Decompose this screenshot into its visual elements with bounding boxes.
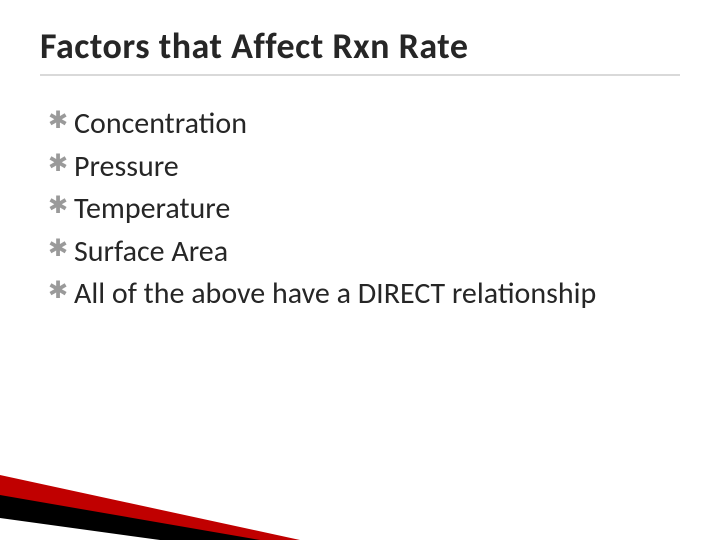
corner-wedge-decor xyxy=(0,420,300,540)
list-item-text: Temperature xyxy=(74,190,230,227)
slide-title: Factors that Affect Rxn Rate xyxy=(40,24,680,68)
bullet-icon: ✱ xyxy=(48,275,68,307)
bullet-icon: ✱ xyxy=(48,148,68,180)
list-item-text: Concentration xyxy=(74,105,247,142)
list-item: ✱ All of the above have a DIRECT relatio… xyxy=(48,274,680,315)
list-item: ✱ Temperature xyxy=(48,189,680,230)
list-item: ✱ Surface Area xyxy=(48,232,680,273)
wedge-black xyxy=(0,495,260,540)
list-item-text: Surface Area xyxy=(74,233,228,270)
slide: Factors that Affect Rxn Rate ✱ Concentra… xyxy=(0,0,720,540)
bullet-icon: ✱ xyxy=(48,105,68,137)
title-underline xyxy=(40,74,680,76)
list-item-text: Pressure xyxy=(74,148,179,185)
bullet-icon: ✱ xyxy=(48,233,68,265)
list-item: ✱ Concentration xyxy=(48,104,680,145)
bullet-list: ✱ Concentration ✱ Pressure ✱ Temperature… xyxy=(40,104,680,315)
wedge-red xyxy=(0,475,300,540)
list-item-text: All of the above have a DIRECT relations… xyxy=(74,275,596,312)
bullet-icon: ✱ xyxy=(48,190,68,222)
wedge-white xyxy=(0,518,160,540)
list-item: ✱ Pressure xyxy=(48,147,680,188)
